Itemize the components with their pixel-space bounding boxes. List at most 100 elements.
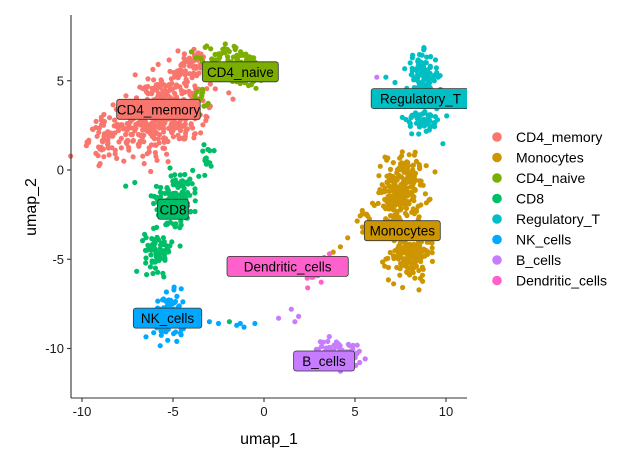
data-point <box>166 57 172 63</box>
cluster-label-CD8: CD8 <box>157 198 189 220</box>
cluster-label-text: Dendritic_cells <box>244 259 332 274</box>
data-point <box>173 84 179 90</box>
data-point <box>317 339 323 345</box>
data-point <box>158 190 165 196</box>
data-point <box>354 351 360 357</box>
y-tick-label: -10 <box>45 341 64 356</box>
data-point <box>399 114 405 120</box>
data-point <box>397 272 403 278</box>
data-point <box>412 275 418 281</box>
data-point <box>406 152 412 158</box>
data-point <box>419 121 425 127</box>
data-point <box>179 123 186 129</box>
data-point <box>417 182 423 188</box>
data-point <box>145 242 151 248</box>
data-point <box>418 178 424 184</box>
data-point <box>187 176 193 182</box>
data-point <box>382 189 388 195</box>
data-point <box>423 60 429 66</box>
data-point <box>411 265 417 271</box>
data-point <box>207 81 213 87</box>
data-point <box>419 264 425 270</box>
data-point <box>403 250 409 256</box>
cluster-label-Monocytes: Monocytes <box>363 220 441 242</box>
data-point <box>206 319 212 325</box>
data-point <box>397 161 404 167</box>
data-point <box>144 272 150 278</box>
data-point <box>203 155 209 161</box>
data-point <box>151 77 157 83</box>
data-point <box>178 286 184 292</box>
data-point <box>405 163 411 169</box>
data-point <box>408 242 415 248</box>
data-point <box>387 166 394 172</box>
data-point <box>179 61 185 67</box>
data-point <box>184 79 190 85</box>
data-point <box>415 57 421 63</box>
data-point <box>237 320 243 327</box>
data-point <box>410 181 416 187</box>
data-point <box>151 237 157 243</box>
data-point <box>162 257 168 263</box>
data-point <box>151 330 157 336</box>
data-point <box>126 147 132 153</box>
data-point <box>123 183 129 189</box>
data-point <box>424 54 430 60</box>
legend-key-icon <box>492 152 502 163</box>
data-point <box>428 54 434 60</box>
data-point <box>163 93 169 99</box>
data-point <box>145 76 151 82</box>
data-point <box>153 130 159 136</box>
data-point <box>241 324 247 330</box>
data-point <box>409 131 415 137</box>
data-point <box>405 260 411 266</box>
data-point <box>412 170 419 176</box>
data-point <box>148 168 154 175</box>
data-point <box>147 264 153 270</box>
data-point <box>155 249 161 255</box>
data-point <box>374 74 380 80</box>
data-point <box>180 299 186 305</box>
data-point <box>337 244 343 250</box>
data-point <box>155 61 161 67</box>
data-point <box>128 125 134 131</box>
data-point <box>369 200 376 206</box>
data-point <box>392 79 398 86</box>
data-point <box>333 339 339 345</box>
data-point <box>192 208 198 215</box>
cluster-label-box <box>157 198 189 220</box>
data-point <box>412 149 418 155</box>
data-point <box>194 89 200 95</box>
data-point <box>112 147 118 153</box>
data-point <box>390 160 396 166</box>
data-point <box>188 122 194 128</box>
data-point <box>419 272 426 278</box>
data-point <box>215 51 221 57</box>
data-point <box>168 128 175 134</box>
data-point <box>392 248 398 254</box>
data-point <box>197 64 203 70</box>
data-point <box>230 96 236 102</box>
data-point <box>212 86 218 92</box>
data-point <box>112 130 118 136</box>
legend-label: CD4_naive <box>516 170 585 186</box>
data-point <box>145 128 151 134</box>
data-point <box>143 334 149 340</box>
data-point <box>203 113 209 119</box>
data-point <box>186 71 193 77</box>
data-point <box>106 145 112 151</box>
data-point <box>96 129 102 135</box>
data-point <box>404 212 410 219</box>
data-point <box>205 100 211 106</box>
cluster-label-box <box>293 350 355 372</box>
data-point <box>192 186 198 192</box>
data-point <box>171 287 177 293</box>
data-point <box>350 342 356 348</box>
data-point <box>375 200 381 206</box>
cluster-label-box <box>201 61 279 83</box>
data-point <box>396 172 402 178</box>
cluster-label-text: B_cells <box>302 354 346 369</box>
legend-label: Dendritic_cells <box>516 273 607 289</box>
data-point <box>191 135 197 141</box>
data-point <box>385 277 391 283</box>
